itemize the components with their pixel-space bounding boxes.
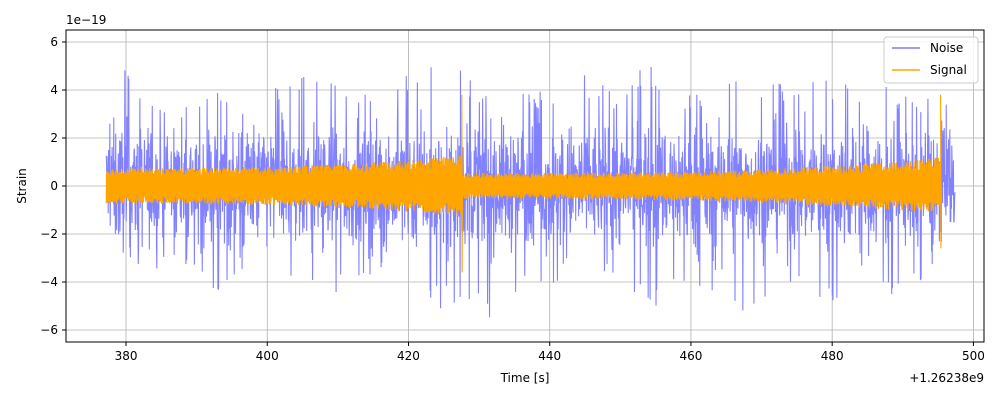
- series-line-signal: [105, 94, 942, 273]
- x-axis-label: Time [s]: [500, 371, 550, 385]
- x-tick-label: 440: [538, 349, 561, 363]
- y-axis-label: Strain: [15, 168, 29, 204]
- y-tick-label: −4: [40, 275, 58, 289]
- y-tick-label: 2: [50, 131, 58, 145]
- x-tick-label: 500: [962, 349, 985, 363]
- x-tick-label: 480: [821, 349, 844, 363]
- y-tick-label: 6: [50, 35, 58, 49]
- x-tick-label: 400: [256, 349, 279, 363]
- x-offset-label: +1.26238e9: [909, 371, 984, 385]
- y-tick-label: −6: [40, 323, 58, 337]
- x-axis-ticks: 380 400 420 440 460 480 500: [115, 342, 985, 363]
- y-scale-label: 1e−19: [66, 13, 106, 27]
- y-tick-label: 4: [50, 83, 58, 97]
- y-tick-label: −2: [40, 227, 58, 241]
- series-layer: [105, 66, 956, 318]
- legend: Noise Signal: [883, 36, 979, 84]
- legend-label-noise: Noise: [930, 41, 963, 55]
- y-axis-ticks: −6 −4 −2 0 2 4 6: [40, 35, 66, 337]
- x-tick-label: 460: [679, 349, 702, 363]
- x-tick-label: 420: [397, 349, 420, 363]
- x-tick-label: 380: [115, 349, 138, 363]
- y-tick-label: 0: [50, 179, 58, 193]
- legend-label-signal: Signal: [930, 63, 967, 77]
